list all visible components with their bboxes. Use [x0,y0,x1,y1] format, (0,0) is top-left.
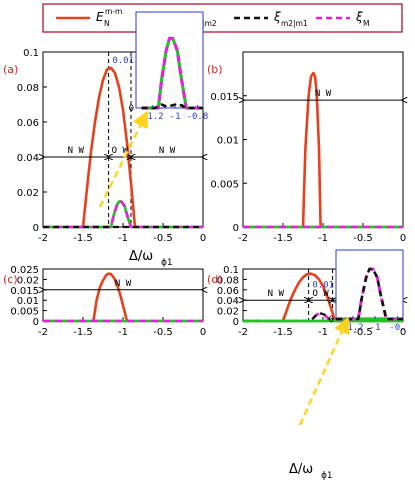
x-tick-label: 0 [200,233,206,244]
inset-0: -1.2 -1 -0.8 0 0.01 [112,11,209,122]
x-tick-label: -0.5 [353,233,373,244]
panel-label: (a) [3,63,18,76]
inset-x-tick-label: -0.8 [187,112,209,122]
inset-3: -1.2 -1 -0. 0 0.01 [312,249,406,333]
y-tick-label: 0 [233,317,239,328]
y-tick-label: 0.015 [210,92,239,103]
y-tick-label: 0.005 [210,179,239,190]
x-tick-label: -0.5 [153,233,173,244]
inset-series-xi21 [141,103,203,110]
y-tick-label: 0 [233,223,239,234]
x-tick-label: 0 [400,327,406,338]
y-tick-label: 0.04 [17,153,39,164]
region-label: O W [312,289,329,299]
x-axis-label: Δ/ω [289,462,313,477]
x-tick-label: -2 [38,233,48,244]
x-axis-label-sub: ϕ1 [321,471,333,481]
panel-label: (d) [207,273,223,286]
inset-x-tick-label: -1 [170,112,181,122]
x-tick-label: -1 [118,327,128,338]
series-EN [301,71,322,228]
inset-y-tick-label: 0 [329,315,334,325]
region-label: N W [159,146,176,156]
legend-sub-EN: N [104,19,110,28]
panel-label: (b) [207,63,223,76]
inset-x-tick-label: -1.2 [142,112,164,122]
x-tick-label: -1 [118,233,128,244]
y-tick-label: 0.1 [23,48,39,59]
inset-series-xiM [141,36,203,110]
y-tick-label: 0.08 [17,83,39,94]
region-label: N W [68,146,85,156]
series-xiM [43,200,203,229]
inset-x-tick-label: -1 [370,323,381,333]
inset-pointer-a [98,110,149,208]
x-tick-label: 0 [200,327,206,338]
y-tick-label: 0.08 [217,275,239,286]
x-tick-label: -0.5 [153,327,173,338]
plot-frame [242,51,404,228]
series-EN [281,272,337,322]
x-tick-label: 0 [400,233,406,244]
inset-pointer-d [298,316,350,426]
x-tick-label: -1 [318,233,328,244]
y-tick-label: 0.01 [17,296,39,307]
y-tick-label: 0.02 [217,307,239,318]
y-tick-label: 0.01 [217,136,239,147]
inset-y-tick-label: 0.01 [312,281,334,291]
y-tick-label: 0 [33,317,39,328]
inset-y-tick-label: 0 [129,104,134,114]
y-tick-label: 0.02 [17,275,39,286]
y-tick-label: 0.025 [10,265,39,276]
x-tick-label: -1.5 [73,327,93,338]
region-label: N W [115,279,132,289]
inset-y-tick-label: 0.01 [112,56,134,66]
legend-frame [42,3,403,33]
legend-label-xiM: ξ [355,10,363,24]
inset-x-tick-label: -1.2 [342,323,364,333]
x-tick-label: -0.5 [353,327,373,338]
legend-label-EN: E [96,10,104,24]
inset-frame [135,11,204,109]
x-axis-label-sub: ϕ1 [161,258,173,268]
x-tick-label: -1.5 [73,233,93,244]
x-tick-label: -1.5 [273,233,293,244]
x-tick-label: -1.5 [273,327,293,338]
y-tick-label: 0.06 [217,286,239,297]
panel-label: (c) [3,273,18,286]
legend-label-xi21: ξ [273,10,281,24]
region-label: O W [112,146,129,156]
inset-frame [335,249,404,320]
y-tick-label: 0.02 [17,188,39,199]
y-tick-label: 0.015 [10,286,39,297]
series-EN [81,66,137,228]
inset-series-xi21 [336,267,403,321]
x-tick-label: -1 [318,327,328,338]
y-tick-label: 0.06 [17,118,39,129]
region-label: N W [315,89,332,99]
inset-x-tick-label: -0. [389,323,405,333]
y-tick-label: 0.1 [223,265,239,276]
region-label: N W [268,289,285,299]
y-tick-label: 0.005 [10,307,39,318]
y-tick-label: 0.04 [217,296,239,307]
x-tick-label: -2 [238,233,248,244]
x-tick-label: -2 [238,327,248,338]
x-axis-label: Δ/ω [129,249,153,264]
panel-1: -2 -1.5 -1 -0.5 0 0 0.005 0.01 0.015 N W (b) [207,51,406,244]
legend-sup-EN: m-m [105,7,122,16]
series-xi21 [243,312,403,323]
legend-sub-xi21: m2|m1 [281,19,308,28]
legend-sub-xiM: M [363,19,369,28]
x-axis-labels: Δ/ω ϕ1 Δ/ω ϕ1 [129,249,333,481]
y-tick-label: 0 [33,223,39,234]
x-tick-label: -2 [38,327,48,338]
plot-frame [42,268,204,322]
